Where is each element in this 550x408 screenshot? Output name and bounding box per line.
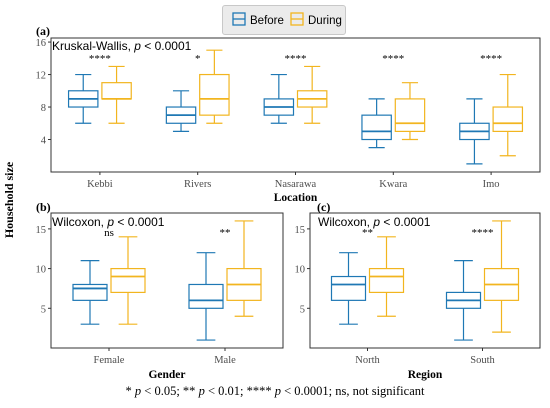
box-iqr: [361, 114, 392, 141]
box-iqr: [110, 267, 146, 294]
box-during-nasarawa: [296, 65, 328, 124]
panel-label: (a): [36, 24, 50, 38]
footnote-p1: p: [134, 384, 142, 398]
significance-label: ****: [89, 53, 111, 65]
x-tick-label: Imo: [483, 179, 500, 190]
panel-label: (c): [317, 200, 330, 214]
significance-label: ****: [382, 53, 404, 65]
box-before-north: [330, 252, 367, 325]
test-name: Kruskal-Wallis,: [52, 39, 134, 53]
box-during-female: [110, 236, 146, 325]
test-p: p: [372, 215, 380, 229]
y-axis-title: Household size: [2, 161, 16, 238]
x-tick-label: Male: [214, 355, 236, 366]
significance-label: ****: [472, 227, 494, 239]
legend-entries: Before During: [232, 12, 342, 27]
x-tick-label: North: [355, 355, 380, 366]
box-during-male: [226, 220, 262, 317]
panel-b: 5 10 15 (b)Wilcoxon, p < 0.0001 Gender Female…: [36, 200, 284, 381]
panel-a: 4 8 12 16(a)Kruskal-Wallis, p < 0.0001 Locat…: [36, 24, 541, 204]
plot-frame: [50, 212, 284, 349]
panels: 4 8 12 16(a)Kruskal-Wallis, p < 0.0001 Locat…: [36, 24, 541, 381]
box-before-rivers: [165, 90, 197, 132]
significance-label: ****: [480, 53, 502, 65]
box-before-nasarawa: [263, 73, 295, 124]
box-before-imo: [459, 98, 490, 165]
y-tick-label: 5: [41, 304, 46, 315]
test-name: Wilcoxon,: [52, 215, 107, 229]
box-during-kebbi: [101, 65, 132, 124]
significance-label: **: [362, 227, 373, 239]
box-iqr: [368, 267, 405, 294]
test-value: < 0.0001: [380, 215, 431, 229]
footnote-p3: p: [274, 384, 281, 398]
box-before-male: [188, 252, 224, 341]
x-tick-label: Nasarawa: [275, 179, 317, 190]
box-during-north: [368, 236, 405, 317]
test-annotation: Kruskal-Wallis, p < 0.0001: [52, 39, 192, 53]
test-value: < 0.0001: [114, 215, 165, 229]
box-before-south: [445, 260, 482, 341]
box-during-south: [483, 220, 520, 333]
y-tick-label: 10: [295, 265, 306, 276]
y-tick-label: 5: [300, 304, 305, 315]
box-iqr: [188, 283, 224, 309]
test-p: p: [106, 215, 114, 229]
box-iqr: [330, 275, 367, 301]
legend: [222, 5, 346, 35]
y-tick-label: 15: [36, 225, 47, 236]
test-annotation: Wilcoxon, p < 0.0001: [52, 215, 165, 229]
x-tick-label: Female: [94, 355, 125, 366]
x-tick-label: Rivers: [184, 179, 211, 190]
box-iqr: [492, 106, 524, 132]
box-before-kebbi: [67, 73, 99, 124]
significance-label: ****: [285, 53, 307, 65]
y-tick-label: 10: [36, 265, 47, 276]
x-tick-label: Kebbi: [87, 179, 113, 190]
box-iqr: [199, 73, 230, 116]
test-p: p: [133, 39, 141, 53]
footnote-part-3: < 0.01; ****: [204, 384, 275, 398]
x-axis-title: Location: [274, 192, 318, 204]
x-axis-title: Region: [408, 369, 443, 381]
significance-label: **: [220, 227, 231, 239]
box-during-kwara: [394, 82, 426, 141]
legend-label-before: Before: [250, 15, 284, 27]
test-name: Wilcoxon,: [318, 215, 373, 229]
panel-c: 5 10 15 (c)Wilcoxon, p < 0.0001 Region North *…: [295, 200, 541, 381]
footnote-p2: p: [198, 384, 205, 398]
plot-frame: [309, 212, 541, 349]
footnote-part-2: < 0.05; **: [141, 384, 199, 398]
y-tick-label: 16: [36, 38, 47, 49]
box-during-imo: [492, 73, 524, 157]
box-iqr: [394, 98, 426, 132]
x-axis-title: Gender: [148, 369, 185, 381]
y-tick-label: 8: [41, 103, 46, 114]
footnote-part-4: < 0.0001; ns, not significant: [280, 384, 425, 398]
box-iqr: [72, 283, 108, 301]
significance-label: ns: [104, 227, 114, 239]
y-tick-label: 4: [41, 136, 47, 147]
y-tick-label: 15: [295, 225, 306, 236]
legend-label-during: During: [308, 15, 342, 27]
significance-label: *: [195, 53, 201, 65]
box-before-female: [72, 260, 108, 325]
x-tick-label: South: [470, 355, 495, 366]
x-tick-label: Kwara: [379, 179, 407, 190]
panel-label: (b): [36, 200, 51, 214]
footnote: * p < 0.05; ** p < 0.01; **** p < 0.0001…: [0, 384, 550, 399]
test-value: < 0.0001: [141, 39, 192, 53]
box-during-rivers: [199, 49, 230, 124]
box-before-kwara: [361, 98, 392, 149]
footnote-part-1: *: [125, 384, 135, 398]
y-tick-label: 12: [36, 71, 47, 82]
test-annotation: Wilcoxon, p < 0.0001: [318, 215, 431, 229]
box-iqr: [101, 82, 132, 100]
